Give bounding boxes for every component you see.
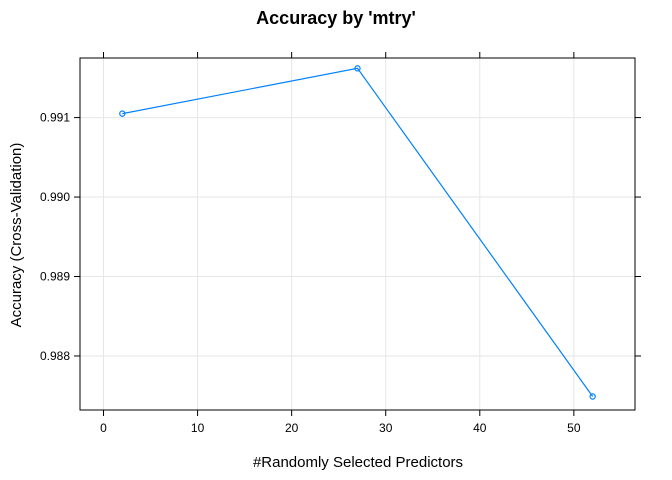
series-line — [122, 67, 594, 397]
x-axis-label: #Randomly Selected Predictors — [253, 454, 463, 471]
x-tick-label: 0 — [100, 421, 107, 435]
data-point — [119, 110, 126, 117]
plot-frame — [79, 57, 636, 411]
y-tick-label: 0.988 — [40, 349, 70, 363]
x-tick-label: 30 — [379, 421, 393, 435]
x-tick-label: 10 — [191, 421, 205, 435]
x-tick-label: 50 — [567, 421, 581, 435]
data-point — [354, 65, 361, 72]
y-tick-label: 0.991 — [40, 111, 70, 125]
series-layer — [119, 65, 596, 400]
y-axis-label: Accuracy (Cross-Validation) — [8, 143, 25, 328]
x-tick-label: 20 — [285, 421, 299, 435]
y-tick-label: 0.989 — [40, 270, 70, 284]
y-tick-label: 0.990 — [40, 190, 70, 204]
data-point — [589, 393, 596, 400]
axes: 0 10 20 30 40 50 0.988 0.989 0.990 0.991 — [40, 52, 641, 435]
x-tick-label: 40 — [473, 421, 487, 435]
chart-title: Accuracy by 'mtry' — [256, 8, 416, 28]
grid — [80, 58, 635, 410]
